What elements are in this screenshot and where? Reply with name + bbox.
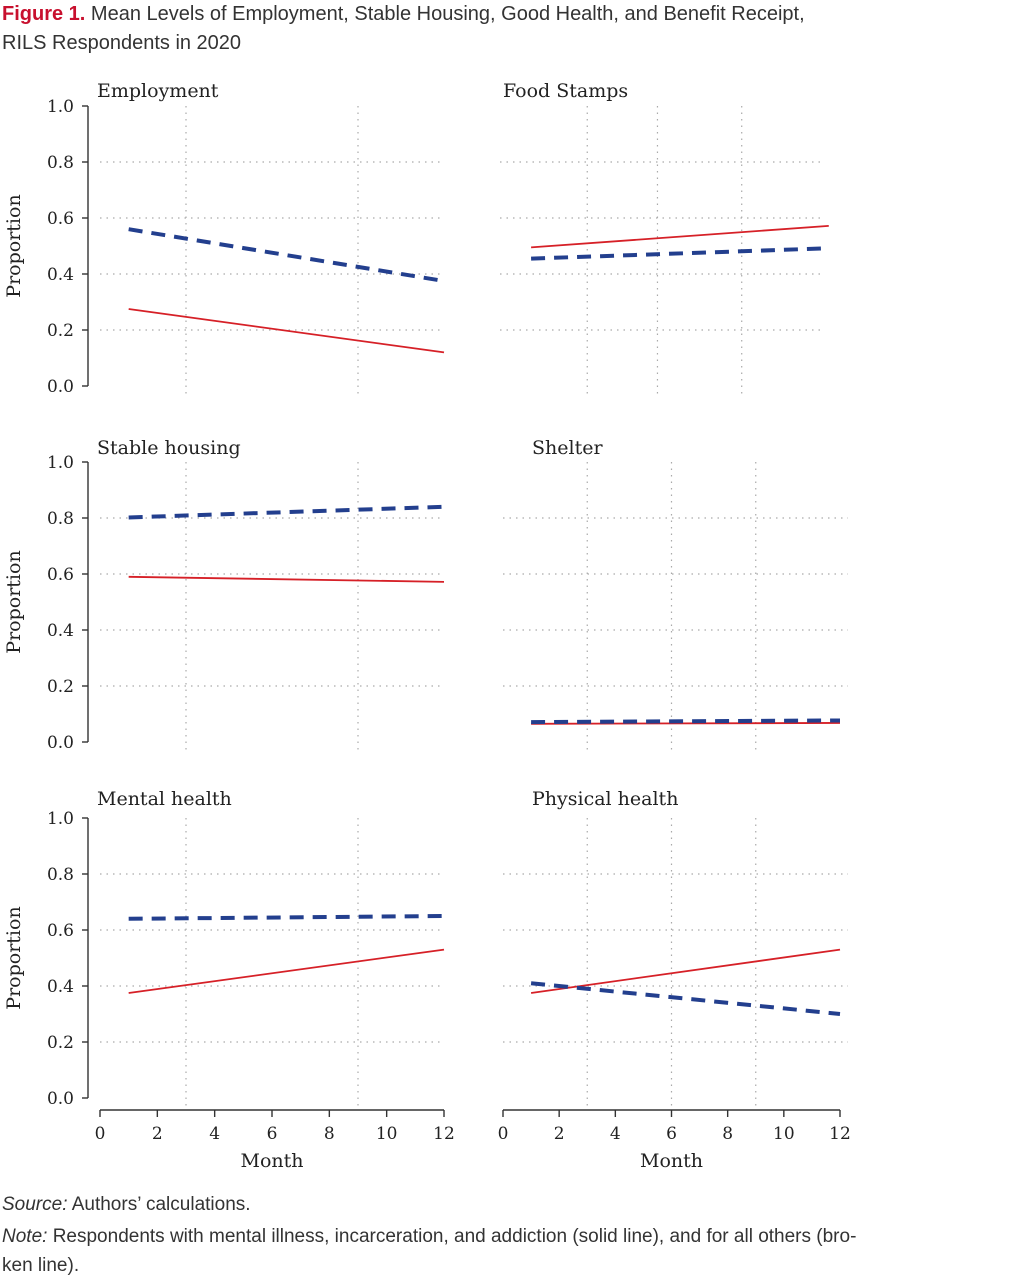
x-tick-label: 4 (610, 1124, 621, 1144)
panel-title: Physical health (532, 788, 678, 810)
series-line-solid (128, 948, 445, 994)
panel-title: Employment (97, 80, 219, 102)
x-tick-label: 10 (376, 1124, 398, 1144)
source-text: Authors’ calculations. (71, 1194, 251, 1215)
note-text: Respondents with mental illness, incarce… (52, 1226, 857, 1247)
x-tick-label: 0 (498, 1124, 509, 1144)
panel-title: Stable housing (97, 437, 241, 459)
series-line-solid (531, 224, 829, 249)
y-axis-title: Proportion (3, 194, 25, 297)
y-tick-label: 0.6 (47, 921, 74, 941)
y-tick-label: 0.0 (47, 733, 74, 753)
panel-title: Shelter (532, 437, 603, 459)
note-label: Note: (2, 1226, 48, 1247)
y-tick-label: 0.4 (47, 265, 74, 285)
series-line-broken (531, 718, 841, 725)
figure-title-line1: Mean Levels of Employment, Stable Housin… (90, 3, 805, 25)
y-tick-label: 0.0 (47, 377, 74, 397)
y-tick-label: 1.0 (47, 453, 74, 473)
x-axis-title: Month (240, 1150, 303, 1172)
chart-figure: 0.0 0.2 0.4 0.6 0.8 1.0 Proportion Employment Fo… (3, 80, 851, 1172)
y-tick-label: 0.6 (47, 209, 74, 229)
source-label: Source: (2, 1194, 68, 1215)
y-axis-title: Proportion (3, 550, 25, 653)
y-tick-label: 0.8 (47, 509, 74, 529)
y-tick-label: 0.8 (47, 865, 74, 885)
series-line-solid (530, 948, 841, 994)
x-tick-label: 4 (209, 1124, 220, 1144)
x-tick-label: 8 (324, 1124, 335, 1144)
series-line-broken (128, 914, 445, 921)
y-axis-title: Proportion (3, 906, 25, 1009)
y-tick-label: 0.4 (47, 977, 74, 997)
x-tick-label: 6 (666, 1124, 677, 1144)
y-tick-label: 0.2 (47, 1033, 74, 1053)
note-text-continued: ken line). (2, 1255, 80, 1276)
panel-title: Mental health (97, 788, 232, 810)
y-tick-label: 0.2 (47, 677, 74, 697)
series-line-broken (128, 227, 445, 283)
series-line-broken (531, 246, 829, 261)
series-line-broken (530, 981, 841, 1016)
figure-label: Figure 1. (2, 3, 86, 25)
y-tick-label: 0.6 (47, 565, 74, 585)
x-axis-title: Month (640, 1150, 703, 1172)
series-line-broken (128, 504, 445, 520)
x-tick-label: 12 (433, 1124, 455, 1144)
panel-title: Food Stamps (503, 80, 628, 102)
y-tick-label: 0.0 (47, 1089, 74, 1109)
note: Note: Respondents with mental illness, i… (2, 1222, 1016, 1280)
y-tick-label: 0.8 (47, 153, 74, 173)
x-tick-label: 2 (152, 1124, 163, 1144)
x-tick-label: 8 (722, 1124, 733, 1144)
x-tick-label: 2 (554, 1124, 565, 1144)
x-tick-label: 0 (95, 1124, 106, 1144)
y-tick-label: 1.0 (47, 97, 74, 117)
x-tick-label: 12 (829, 1124, 851, 1144)
x-tick-label: 10 (773, 1124, 795, 1144)
source-note: Source: Authors’ calculations. (2, 1190, 1016, 1219)
y-tick-label: 1.0 (47, 809, 74, 829)
y-tick-label: 0.4 (47, 621, 74, 641)
series-line-solid (128, 308, 445, 354)
figure-title-line2: RILS Respondents in 2020 (2, 32, 242, 54)
x-tick-label: 6 (267, 1124, 278, 1144)
figure-title: Figure 1. Mean Levels of Employment, Sta… (2, 0, 1012, 58)
series-line-solid (128, 575, 445, 583)
y-tick-label: 0.2 (47, 321, 74, 341)
